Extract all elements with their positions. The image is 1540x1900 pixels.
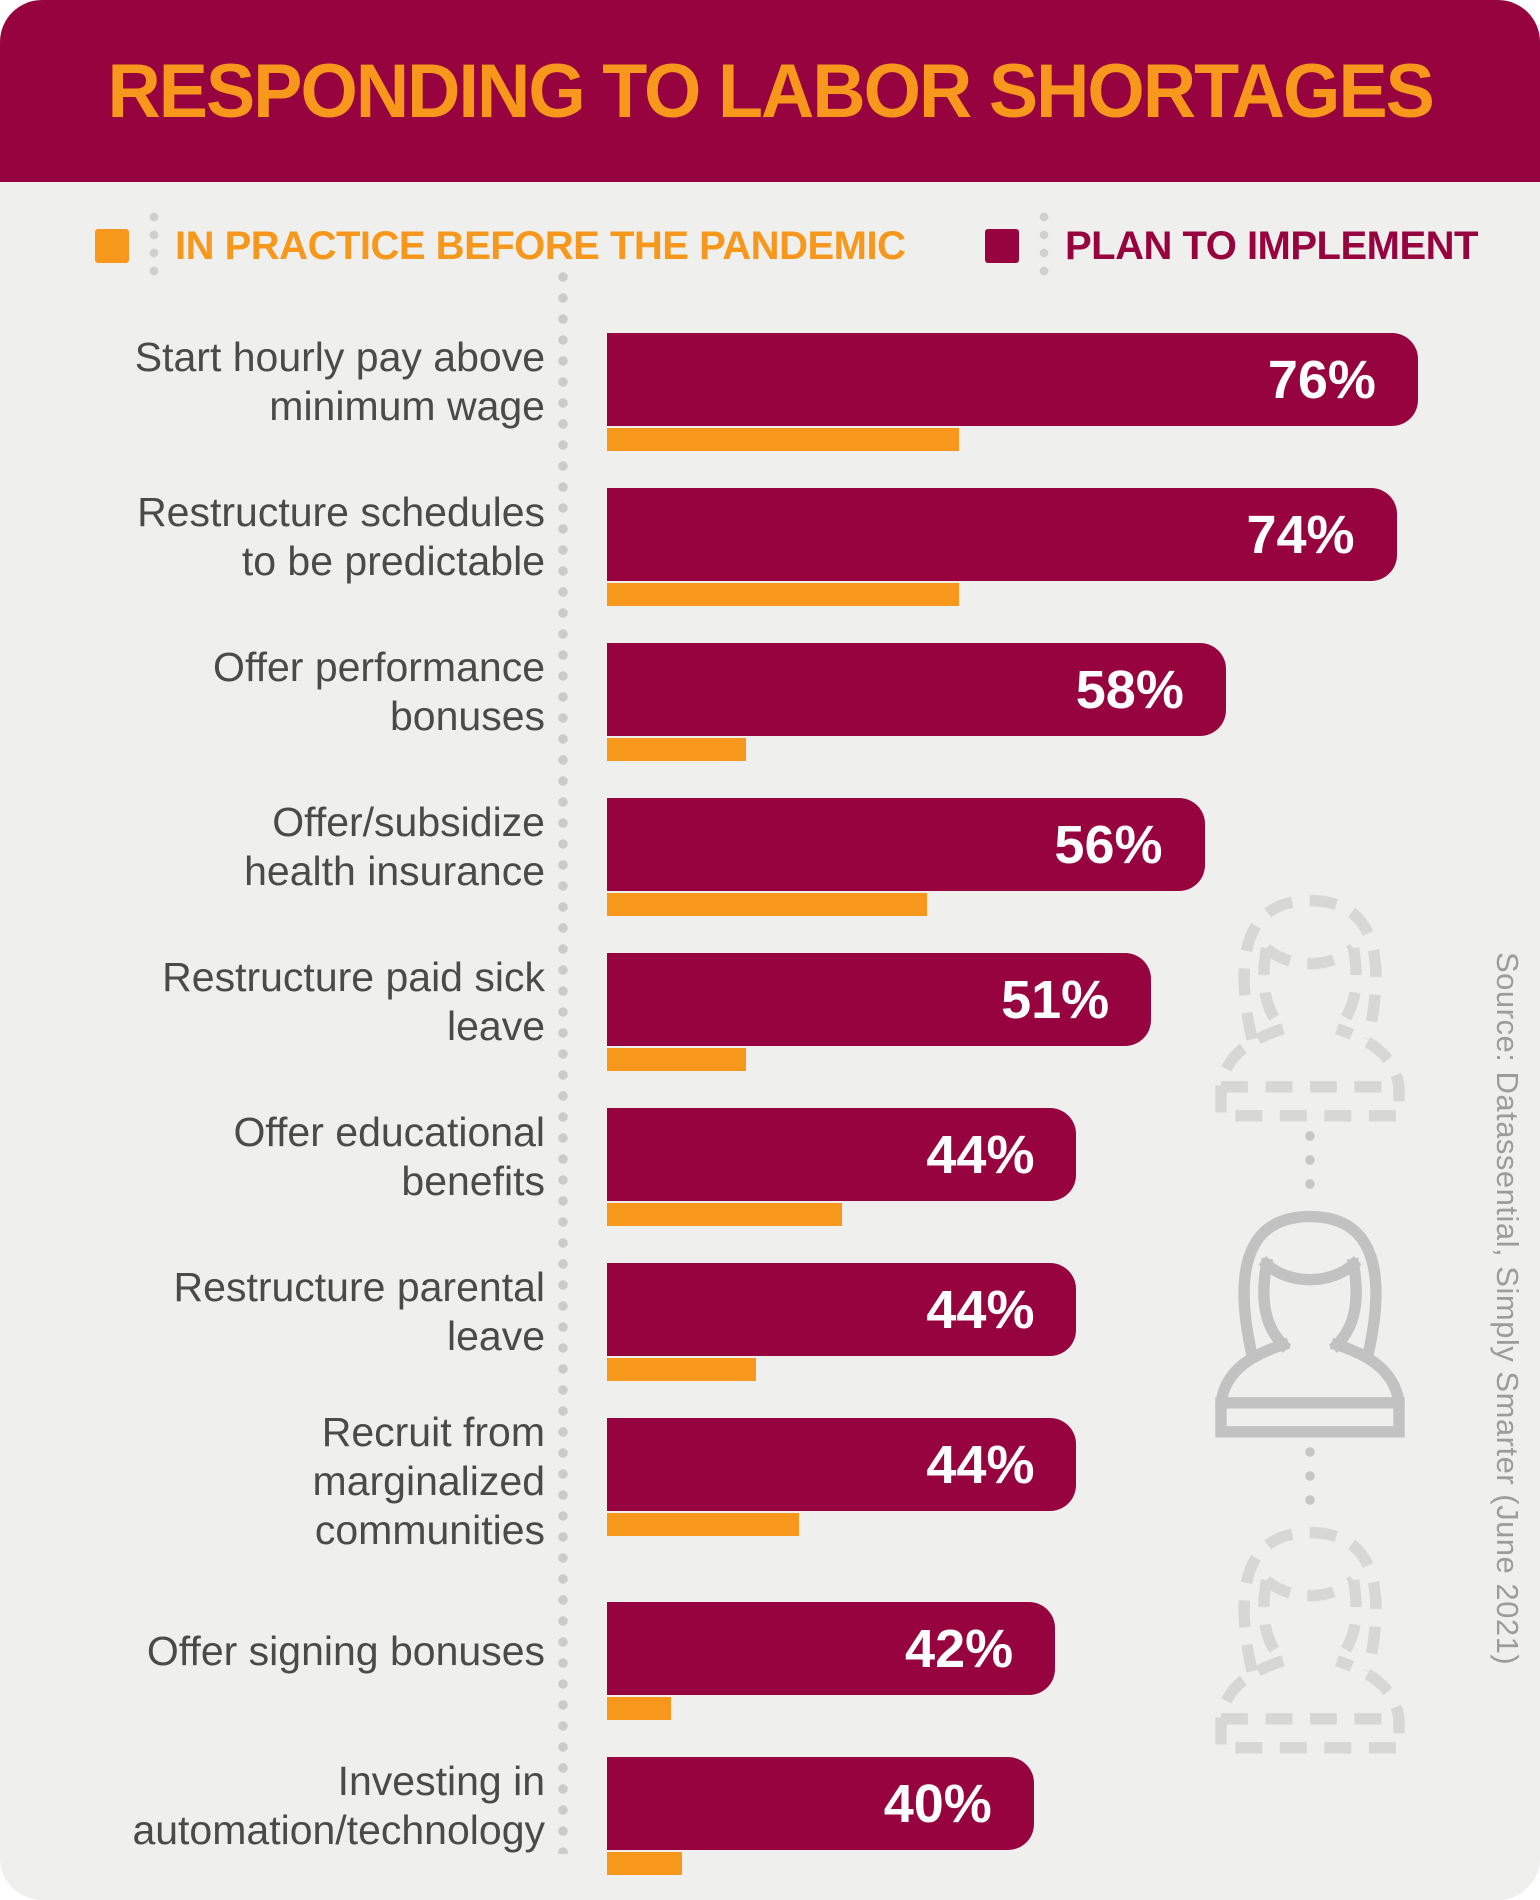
- bar-plan-to-implement: 58%: [607, 643, 1226, 736]
- figure-connector-dots-icon: [1305, 1128, 1315, 1194]
- label-bar-gap: [545, 488, 607, 606]
- bar-pair: 44%: [607, 1263, 1540, 1381]
- bar-pair: 58%: [607, 643, 1540, 761]
- decorative-women-icons: [1198, 884, 1422, 1754]
- bar-value-label: 42%: [905, 1618, 1014, 1679]
- label-bar-gap: [545, 1757, 607, 1875]
- bar-plan-to-implement: 56%: [607, 798, 1205, 891]
- bar-plan-to-implement: 44%: [607, 1418, 1077, 1511]
- bar-pair: 44%: [607, 1108, 1540, 1226]
- chart-row: Offer signing bonuses 42%: [90, 1602, 1540, 1720]
- chart-row: Offer performance bonuses 58%: [90, 643, 1540, 761]
- bar-before-pandemic: [607, 1048, 746, 1071]
- woman-dashed-icon: [1215, 1526, 1405, 1754]
- bar-pair: 51%: [607, 953, 1540, 1071]
- legend-swatch-orange: [95, 229, 129, 263]
- label-bar-gap: [545, 798, 607, 916]
- bar-before-pandemic: [607, 428, 960, 451]
- category-label: Offer educational benefits: [233, 1109, 545, 1204]
- category-label: Offer/subsidize health insurance: [244, 799, 545, 894]
- bar-pair: 42%: [607, 1602, 1540, 1720]
- bar-before-pandemic: [607, 1852, 682, 1875]
- chart-row: Restructure paid sick leave 51%: [90, 953, 1540, 1071]
- label-bar-gap: [545, 953, 607, 1071]
- bar-before-pandemic: [607, 1513, 800, 1536]
- chart-row: Recruit from marginalized communities 44%: [90, 1409, 1540, 1565]
- bar-pair: 40%: [607, 1757, 1540, 1875]
- chart-row: Start hourly pay above minimum wage 76%: [90, 333, 1540, 451]
- legend-label-plan-to-implement: PLAN TO IMPLEMENT: [1065, 223, 1478, 268]
- label-bar-gap: [545, 1602, 607, 1720]
- category-label: Restructure parental leave: [173, 1264, 545, 1359]
- category-label: Start hourly pay above minimum wage: [134, 334, 545, 429]
- legend-dotted-divider-icon: [1039, 209, 1049, 283]
- bar-value-label: 58%: [1075, 659, 1184, 720]
- bar-plan-to-implement: 44%: [607, 1108, 1077, 1201]
- chart-row: Offer educational benefits 44%: [90, 1108, 1540, 1226]
- page-title: RESPONDING TO LABOR SHORTAGES: [107, 48, 1434, 134]
- bar-value-label: 51%: [1001, 969, 1110, 1030]
- header-band: RESPONDING TO LABOR SHORTAGES: [0, 0, 1540, 182]
- bar-before-pandemic: [607, 1697, 672, 1720]
- source-text: Source: Datassential, Simply Smarter (Ju…: [1490, 952, 1525, 1666]
- dotted-axis-line: [558, 268, 568, 1854]
- bar-plan-to-implement: 40%: [607, 1757, 1034, 1850]
- bar-plan-to-implement: 44%: [607, 1263, 1077, 1356]
- label-bar-gap: [545, 1108, 607, 1226]
- woman-dashed-icon: [1215, 894, 1405, 1122]
- bar-plan-to-implement: 76%: [607, 333, 1418, 426]
- bar-value-label: 76%: [1267, 349, 1376, 410]
- bar-before-pandemic: [607, 583, 960, 606]
- bar-before-pandemic: [607, 893, 928, 916]
- bar-pair: 74%: [607, 488, 1540, 606]
- bar-plan-to-implement: 42%: [607, 1602, 1056, 1695]
- bar-chart: Start hourly pay above minimum wage 76% Res…: [90, 333, 1540, 1900]
- bar-before-pandemic: [607, 1358, 757, 1381]
- category-label: Offer performance bonuses: [213, 644, 545, 739]
- legend-label-before-pandemic: IN PRACTICE BEFORE THE PANDEMIC: [175, 223, 906, 268]
- bar-pair: 56%: [607, 798, 1540, 916]
- chart-row: Investing in automation/technology 40%: [90, 1757, 1540, 1875]
- bar-before-pandemic: [607, 1203, 842, 1226]
- bar-value-label: 44%: [926, 1124, 1035, 1185]
- bar-pair: 76%: [607, 333, 1540, 451]
- bar-value-label: 56%: [1054, 814, 1163, 875]
- bar-value-label: 74%: [1246, 504, 1355, 565]
- bar-before-pandemic: [607, 738, 746, 761]
- figure-connector-dots-icon: [1305, 1444, 1315, 1510]
- chart-row: Offer/subsidize health insurance 56%: [90, 798, 1540, 916]
- category-label: Recruit from marginalized communities: [312, 1409, 545, 1553]
- bar-value-label: 44%: [926, 1279, 1035, 1340]
- legend-swatch-maroon: [985, 229, 1019, 263]
- category-label: Restructure paid sick leave: [162, 954, 545, 1049]
- label-bar-gap: [545, 1418, 607, 1565]
- category-label: Restructure schedules to be predictable: [137, 489, 545, 584]
- label-bar-gap: [545, 643, 607, 761]
- legend-item-before-pandemic: IN PRACTICE BEFORE THE PANDEMIC: [95, 209, 906, 283]
- label-bar-gap: [545, 1263, 607, 1381]
- bar-plan-to-implement: 51%: [607, 953, 1152, 1046]
- category-label: Offer signing bonuses: [146, 1627, 545, 1674]
- bar-value-label: 40%: [883, 1773, 992, 1834]
- label-bar-gap: [545, 333, 607, 451]
- legend-item-plan-to-implement: PLAN TO IMPLEMENT: [985, 209, 1478, 283]
- bar-plan-to-implement: 74%: [607, 488, 1397, 581]
- bar-value-label: 44%: [926, 1434, 1035, 1495]
- legend-dotted-divider-icon: [149, 209, 159, 283]
- chart-row: Restructure parental leave 44%: [90, 1263, 1540, 1381]
- category-label: Investing in automation/technology: [132, 1758, 545, 1853]
- chart-row: Restructure schedules to be predictable 74…: [90, 488, 1540, 606]
- bar-pair: 44%: [607, 1418, 1540, 1565]
- woman-solid-icon: [1215, 1210, 1405, 1438]
